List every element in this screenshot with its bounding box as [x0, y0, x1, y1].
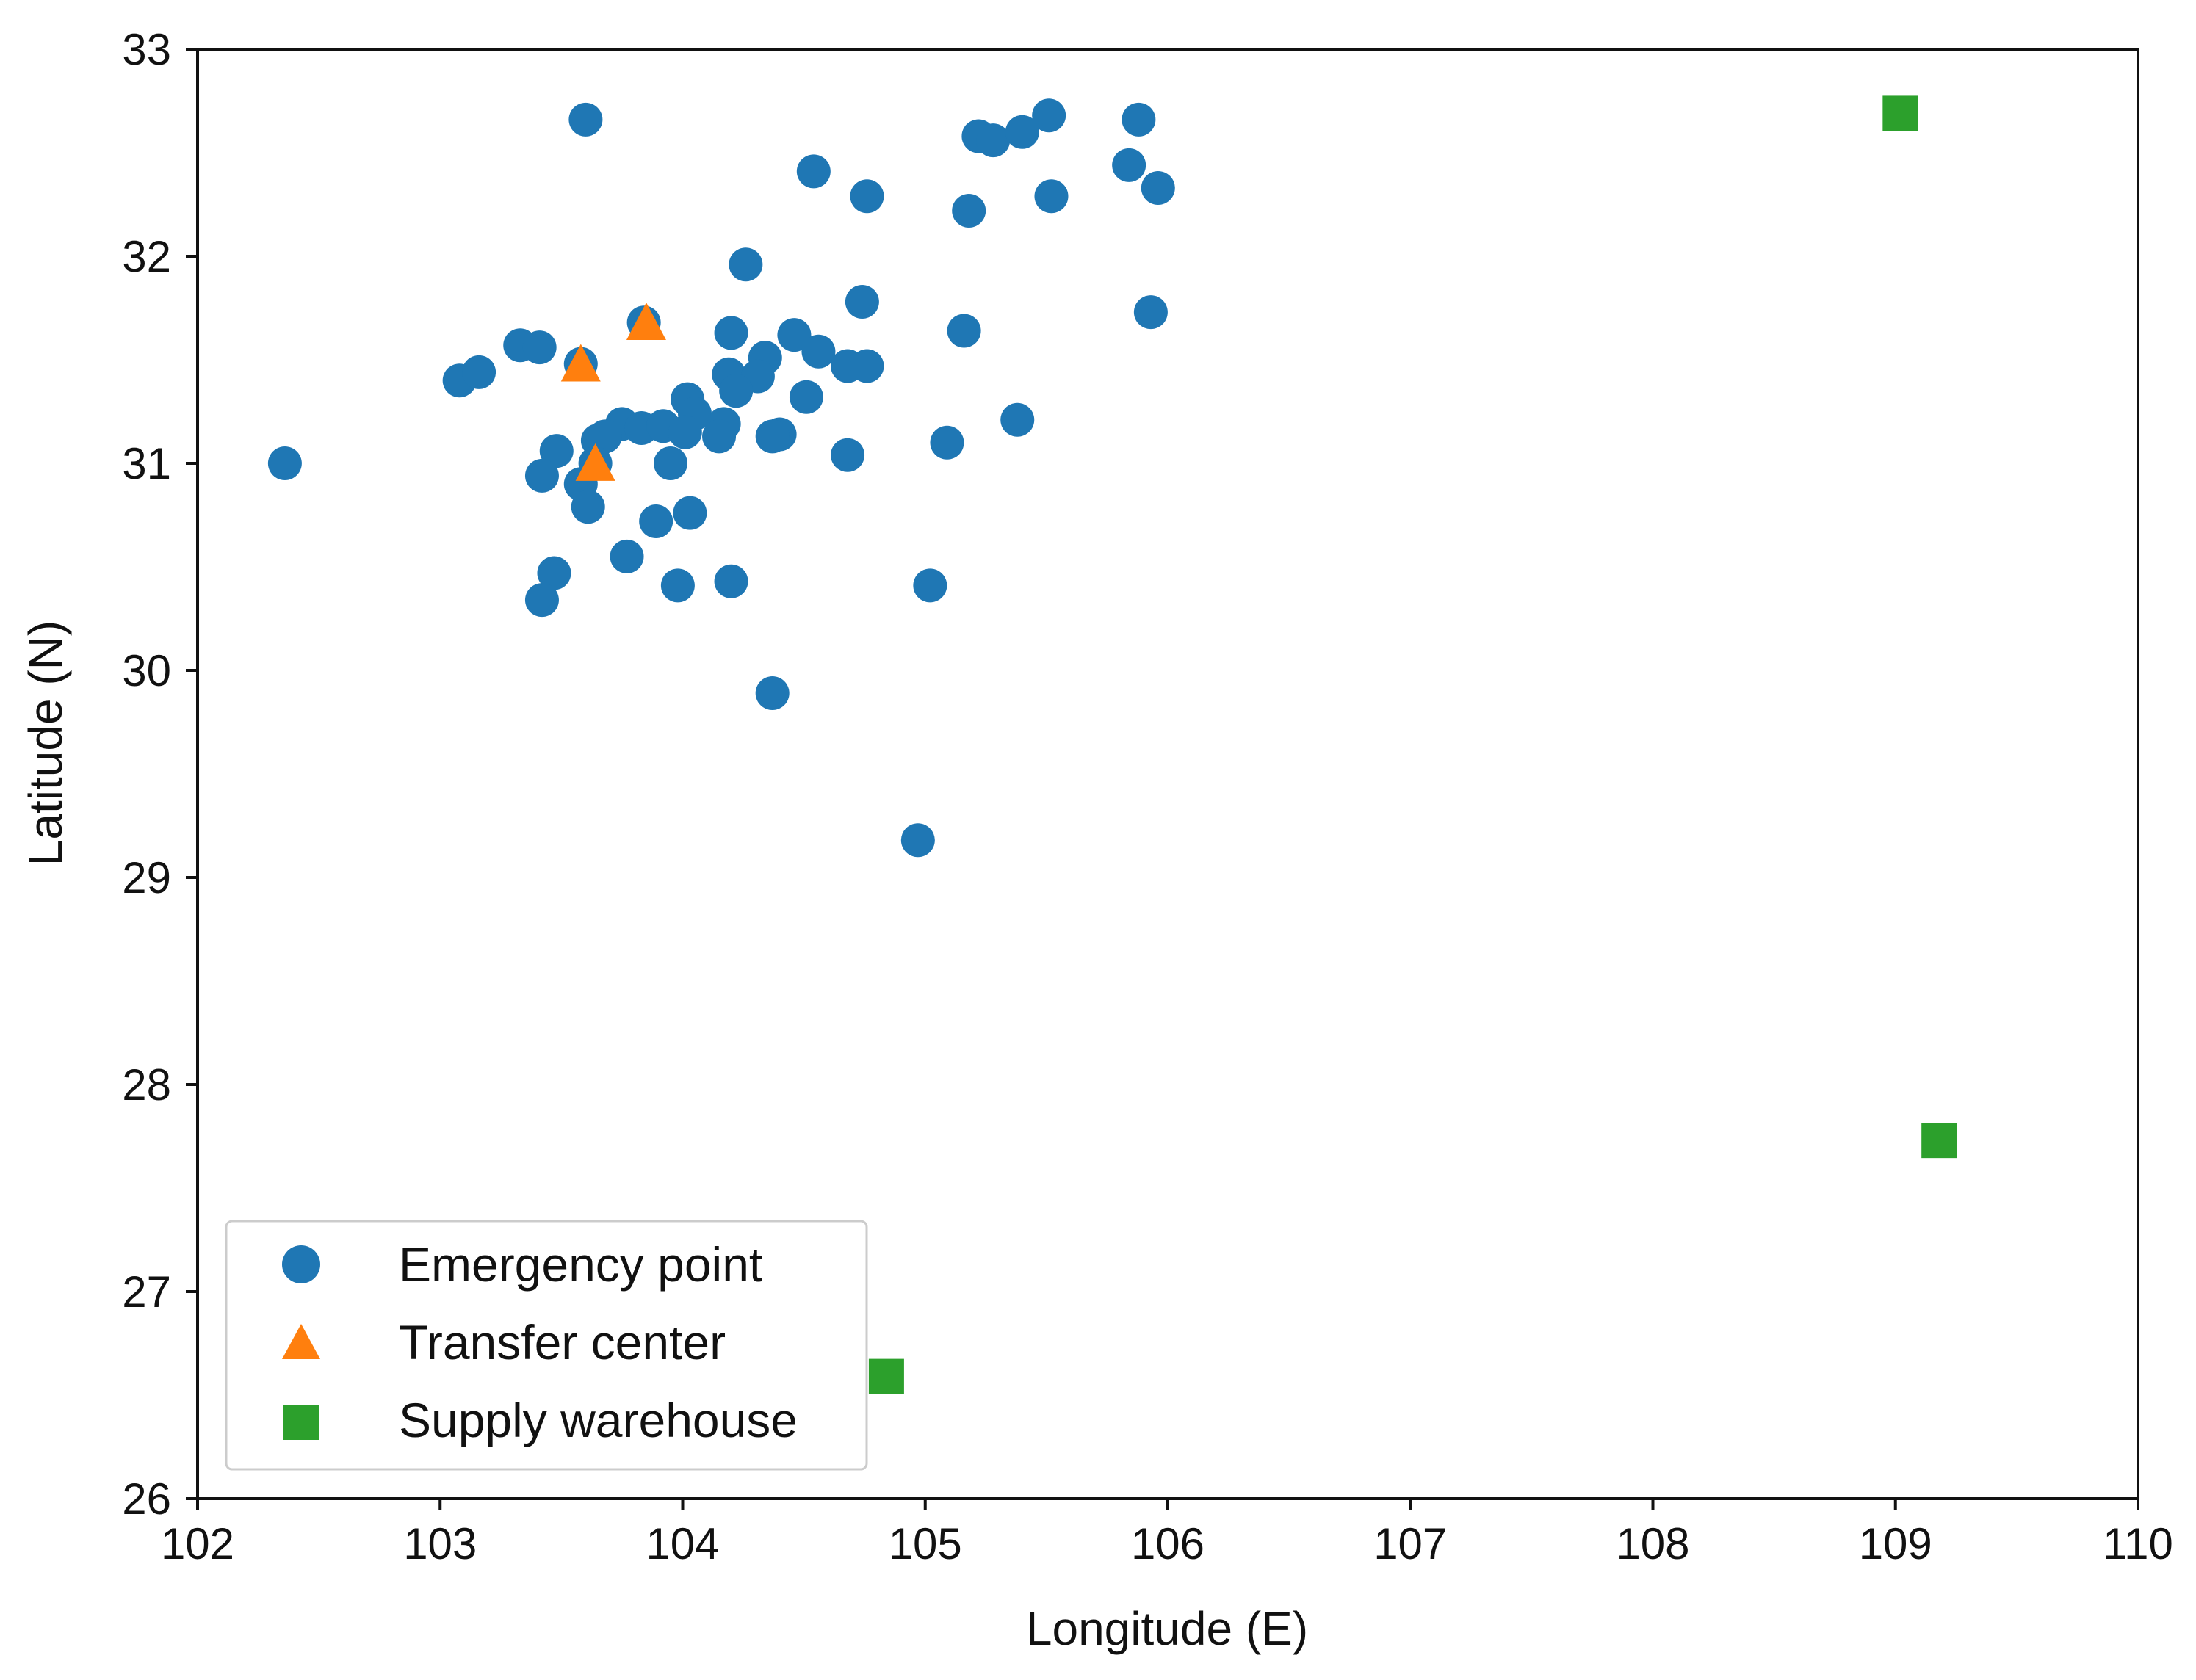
emergency-point-point — [1005, 115, 1039, 149]
transfer-center-point — [626, 303, 666, 341]
supply-warehouse-point — [1921, 1123, 1957, 1159]
y-tick-label: 28 — [122, 1060, 171, 1109]
legend-transfer-label: Transfer center — [399, 1315, 726, 1369]
emergency-point-point — [714, 564, 748, 598]
emergency-point-point — [789, 380, 823, 414]
transfer-center-point — [560, 344, 601, 382]
emergency-point-point — [755, 419, 790, 454]
emergency-point-point — [1141, 170, 1175, 205]
emergency-point-point — [571, 490, 605, 524]
emergency-point-point — [714, 316, 748, 350]
emergency-point-point — [900, 823, 935, 858]
emergency-point-point — [729, 247, 763, 282]
x-tick-label: 102 — [161, 1519, 234, 1568]
legend: Emergency point Transfer center Supply w… — [225, 1220, 868, 1471]
emergency-point-point — [568, 102, 603, 137]
emergency-point-point — [930, 425, 964, 460]
y-tick-label: 26 — [122, 1474, 171, 1524]
x-tick-label: 106 — [1131, 1519, 1204, 1568]
emergency-point-point — [522, 330, 557, 365]
legend-supply-label: Supply warehouse — [399, 1393, 798, 1447]
y-tick-label: 27 — [122, 1267, 171, 1317]
y-tick-label: 31 — [122, 439, 171, 488]
emergency-point-point — [755, 676, 790, 711]
emergency-point-point — [913, 568, 947, 603]
x-tick-label: 104 — [646, 1519, 719, 1568]
emergency-point-point — [719, 374, 754, 408]
emergency-point-point — [462, 355, 496, 389]
emergency-point-point — [845, 285, 879, 319]
emergency-point-point — [610, 539, 644, 573]
supply-warehouse-point — [1882, 95, 1918, 131]
x-tick-label: 103 — [403, 1519, 477, 1568]
x-axis-label: Longitude (E) — [1026, 1602, 1308, 1655]
emergency-point-point — [524, 583, 559, 618]
emergency-point-point — [702, 419, 737, 454]
emergency-point-point — [668, 415, 702, 449]
emergency-point-point — [1112, 148, 1146, 182]
emergency-point-point — [1133, 295, 1168, 330]
emergency-point-point — [660, 568, 695, 603]
x-tick-label: 108 — [1616, 1519, 1689, 1568]
x-tick-label: 105 — [889, 1519, 962, 1568]
legend-supply-marker — [283, 1405, 319, 1440]
y-tick-label: 29 — [122, 853, 171, 902]
emergency-point-point — [537, 556, 571, 590]
emergency-point-point — [777, 318, 812, 352]
legend-emergency-marker — [282, 1245, 320, 1283]
emergency-point-point — [267, 446, 302, 480]
x-tick-label: 109 — [1859, 1519, 1932, 1568]
emergency-point-point — [673, 496, 707, 530]
x-tick-label: 110 — [2103, 1519, 2173, 1568]
emergency-point-point — [976, 123, 1011, 158]
emergency-point-point — [796, 154, 831, 189]
legend-transfer-marker — [282, 1324, 320, 1359]
emergency-point-point — [952, 193, 986, 228]
y-tick-label: 33 — [122, 25, 171, 74]
emergency-point-point — [1034, 179, 1069, 214]
emergency-point-point — [639, 504, 673, 538]
emergency-point-point — [831, 438, 865, 472]
emergency-point-point — [524, 458, 559, 493]
emergency-point-point — [539, 434, 574, 468]
x-tick-label: 107 — [1373, 1519, 1447, 1568]
legend-emergency-label: Emergency point — [399, 1237, 762, 1292]
axes: 102 103 104 105 106 107 108 109 110 26 27 28 29 30 31 3… — [122, 25, 2173, 1568]
emergency-point-point — [801, 334, 836, 369]
transfer-center-point — [575, 443, 615, 481]
legend-frame — [225, 1220, 868, 1471]
emergency-point-point — [850, 349, 884, 383]
y-axis-label: Latitude (N) — [19, 620, 72, 866]
emergency-point-point — [588, 419, 622, 454]
emergency-point-point — [947, 314, 981, 348]
emergency-point-point — [1122, 102, 1156, 137]
emergency-point-point — [850, 179, 884, 214]
y-tick-label: 32 — [122, 232, 171, 281]
emergency-point-point — [1000, 402, 1035, 437]
supply-warehouse-point — [868, 1358, 904, 1394]
plot-area — [267, 95, 1957, 1394]
y-tick-label: 30 — [122, 646, 171, 695]
emergency-point-point — [653, 446, 687, 480]
emergency-point-point — [1032, 98, 1066, 133]
